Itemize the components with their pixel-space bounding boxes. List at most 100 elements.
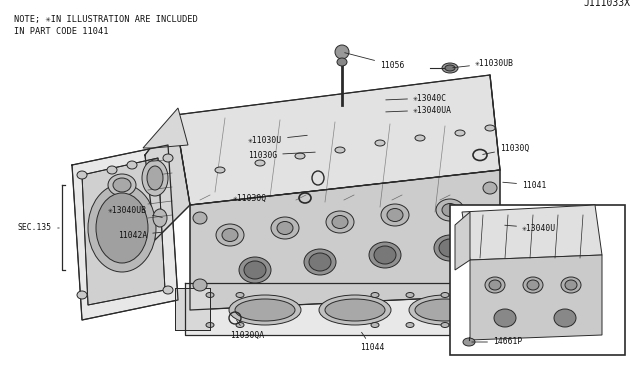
Ellipse shape — [463, 338, 475, 346]
Polygon shape — [143, 108, 188, 148]
Ellipse shape — [235, 299, 295, 321]
Ellipse shape — [434, 235, 466, 261]
Ellipse shape — [147, 166, 163, 190]
Ellipse shape — [369, 242, 401, 268]
Ellipse shape — [332, 215, 348, 228]
Ellipse shape — [304, 249, 336, 275]
Ellipse shape — [216, 224, 244, 246]
Ellipse shape — [244, 261, 266, 279]
Text: J111033X: J111033X — [583, 0, 630, 8]
Ellipse shape — [108, 174, 136, 196]
Ellipse shape — [554, 309, 576, 327]
Ellipse shape — [374, 246, 396, 264]
Ellipse shape — [442, 63, 458, 73]
Ellipse shape — [206, 292, 214, 298]
Ellipse shape — [127, 161, 137, 169]
Ellipse shape — [239, 257, 271, 283]
Ellipse shape — [319, 295, 391, 325]
Text: SEC.135: SEC.135 — [18, 224, 60, 232]
Text: ✳13040UA: ✳13040UA — [386, 106, 452, 115]
Text: ✳11030UB: ✳11030UB — [452, 58, 514, 68]
Ellipse shape — [561, 277, 581, 293]
Text: 11044: 11044 — [360, 332, 385, 353]
Ellipse shape — [96, 193, 148, 263]
Ellipse shape — [326, 211, 354, 233]
Ellipse shape — [415, 135, 425, 141]
Text: ✳13040C: ✳13040C — [386, 93, 447, 103]
Text: ✳13040UB: ✳13040UB — [108, 205, 163, 217]
Polygon shape — [72, 145, 178, 320]
Ellipse shape — [77, 171, 87, 179]
Ellipse shape — [309, 253, 331, 271]
Ellipse shape — [371, 323, 379, 327]
Polygon shape — [145, 115, 190, 240]
Ellipse shape — [236, 292, 244, 298]
Ellipse shape — [565, 280, 577, 290]
Ellipse shape — [476, 323, 484, 327]
Ellipse shape — [415, 299, 475, 321]
Ellipse shape — [236, 323, 244, 327]
Ellipse shape — [494, 309, 516, 327]
Polygon shape — [82, 158, 165, 305]
Ellipse shape — [455, 130, 465, 136]
Ellipse shape — [255, 160, 265, 166]
Polygon shape — [175, 75, 500, 205]
Ellipse shape — [489, 280, 501, 290]
Ellipse shape — [371, 292, 379, 298]
Ellipse shape — [335, 147, 345, 153]
Ellipse shape — [375, 140, 385, 146]
Text: ✳13040U: ✳13040U — [505, 224, 556, 232]
Text: 11042A: 11042A — [118, 231, 162, 240]
Bar — [450, 205, 625, 355]
Ellipse shape — [215, 167, 225, 173]
Ellipse shape — [441, 292, 449, 298]
Ellipse shape — [483, 279, 497, 291]
Ellipse shape — [485, 125, 495, 131]
Ellipse shape — [206, 323, 214, 327]
Text: 14661P: 14661P — [472, 337, 522, 346]
Ellipse shape — [485, 277, 505, 293]
Ellipse shape — [406, 323, 414, 327]
Text: 11041: 11041 — [503, 180, 547, 189]
Ellipse shape — [222, 228, 238, 241]
Text: 11030Q: 11030Q — [483, 144, 529, 154]
Ellipse shape — [439, 239, 461, 257]
Ellipse shape — [193, 279, 207, 291]
Text: 11030G: 11030G — [248, 151, 316, 160]
Text: NOTE; ✳IN ILLUSTRATION ARE INCLUDED
IN PART CODE 11041: NOTE; ✳IN ILLUSTRATION ARE INCLUDED IN P… — [14, 15, 198, 36]
Ellipse shape — [523, 277, 543, 293]
Ellipse shape — [442, 203, 458, 217]
Ellipse shape — [445, 65, 455, 71]
Ellipse shape — [142, 160, 168, 196]
Ellipse shape — [77, 291, 87, 299]
Ellipse shape — [88, 184, 156, 272]
Ellipse shape — [295, 153, 305, 159]
Ellipse shape — [527, 280, 539, 290]
Ellipse shape — [511, 292, 519, 298]
Polygon shape — [455, 212, 470, 270]
Ellipse shape — [163, 154, 173, 162]
Ellipse shape — [409, 295, 481, 325]
Polygon shape — [185, 283, 530, 335]
Ellipse shape — [441, 323, 449, 327]
Ellipse shape — [271, 217, 299, 239]
Ellipse shape — [325, 299, 385, 321]
Text: 11056: 11056 — [345, 53, 404, 70]
Ellipse shape — [193, 212, 207, 224]
Polygon shape — [470, 255, 602, 340]
Ellipse shape — [476, 292, 484, 298]
Ellipse shape — [153, 209, 167, 227]
Ellipse shape — [107, 166, 117, 174]
Ellipse shape — [113, 178, 131, 192]
Ellipse shape — [335, 45, 349, 59]
Text: ✳11030U: ✳11030U — [248, 135, 307, 144]
Ellipse shape — [511, 323, 519, 327]
Ellipse shape — [483, 182, 497, 194]
Polygon shape — [462, 205, 602, 260]
Ellipse shape — [381, 204, 409, 226]
Ellipse shape — [406, 292, 414, 298]
Polygon shape — [190, 170, 500, 310]
Text: ✳11030Q: ✳11030Q — [233, 192, 302, 202]
Ellipse shape — [337, 58, 347, 66]
Ellipse shape — [436, 199, 464, 221]
